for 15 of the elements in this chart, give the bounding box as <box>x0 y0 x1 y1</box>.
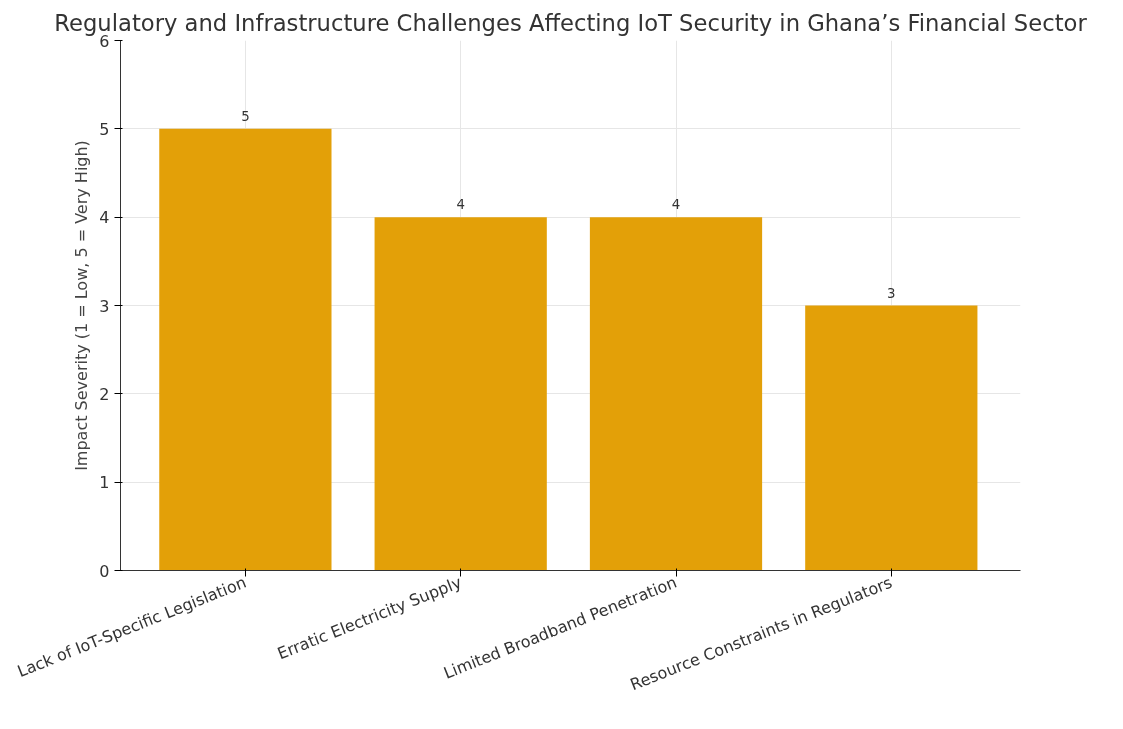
bar <box>589 217 763 571</box>
data-label: 4 <box>671 197 681 213</box>
y-tick-label: 4 <box>99 208 110 228</box>
y-tick-label: 1 <box>99 473 110 493</box>
y-tick-label: 3 <box>99 296 110 316</box>
data-label: 3 <box>887 285 896 301</box>
data-label: 4 <box>456 197 465 213</box>
y-tick-label: 2 <box>99 384 110 404</box>
bar <box>805 305 978 571</box>
y-axis-title: Impact Severity (1 = Low, 5 = Very High) <box>72 140 92 471</box>
data-label: 5 <box>241 108 250 124</box>
y-tick-label: 5 <box>99 119 110 139</box>
bar <box>374 217 547 571</box>
y-tick-label: 0 <box>99 561 110 581</box>
bar <box>159 128 332 571</box>
